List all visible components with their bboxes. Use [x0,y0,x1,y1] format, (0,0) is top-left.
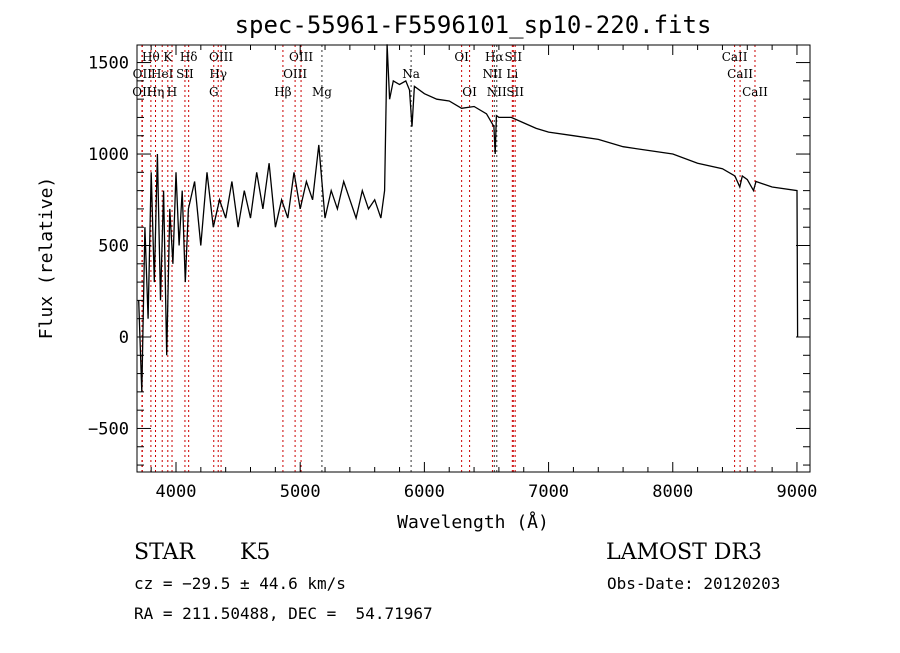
line-label: OI [454,50,469,64]
line-label: SII [176,67,194,81]
line-label: Hδ [180,50,198,64]
line-label: SII [506,85,524,99]
spectrum-line [138,44,799,392]
line-label: OII [133,67,153,81]
y-axis-label: Flux (relative) [36,177,57,340]
line-label: Hα [485,50,504,64]
line-label: OI [462,85,477,99]
plot-frame [136,44,811,473]
y-tick-label: −500 [88,419,129,439]
survey-label: LAMOST DR3 [606,540,762,565]
x-tick-label: 8000 [652,482,693,502]
y-tick-label: 1500 [88,54,129,74]
x-tick-label: 6000 [404,482,445,502]
line-label: G [209,85,219,99]
x-tick-label: 9000 [776,482,817,502]
redshift-cz: cz = −29.5 ± 44.6 km/s [134,574,346,593]
line-label: Hη [147,85,165,99]
line-label: CaII [727,67,753,81]
line-label: NII [487,85,507,99]
y-tick-label: 1000 [88,145,129,165]
line-label: OIII [209,50,233,64]
line-label: Na [402,67,420,81]
line-label: OIII [289,50,313,64]
line-label: CaII [722,50,748,64]
x-tick-label: 5000 [280,482,321,502]
x-axis-label: Wavelength (Å) [397,511,549,533]
line-label: Hβ [274,85,291,99]
line-label: NII [482,67,502,81]
line-label: H [167,85,177,99]
y-tick-label: 0 [119,328,129,348]
line-label: Hθ [142,50,160,64]
object-subclass: K5 [240,540,271,565]
line-label: HeI [151,67,174,81]
line-label: CaII [742,85,768,99]
y-tick-label: 500 [98,237,129,257]
x-tick-label: 7000 [528,482,569,502]
obs-date: Obs-Date: 20120203 [607,574,781,593]
ra-dec: RA = 211.50488, DEC = 54.71967 [134,604,433,623]
line-label: SII [504,50,522,64]
line-label: OIII [283,67,307,81]
line-label: K [163,50,173,64]
x-tick-label: 4000 [156,482,197,502]
line-label: Li [506,67,518,81]
line-label: Mg [312,85,332,99]
chart-title: spec-55961-F5596101_sp10-220.fits [235,11,712,39]
object-class: STAR [134,540,195,565]
line-label: Hγ [209,67,227,81]
